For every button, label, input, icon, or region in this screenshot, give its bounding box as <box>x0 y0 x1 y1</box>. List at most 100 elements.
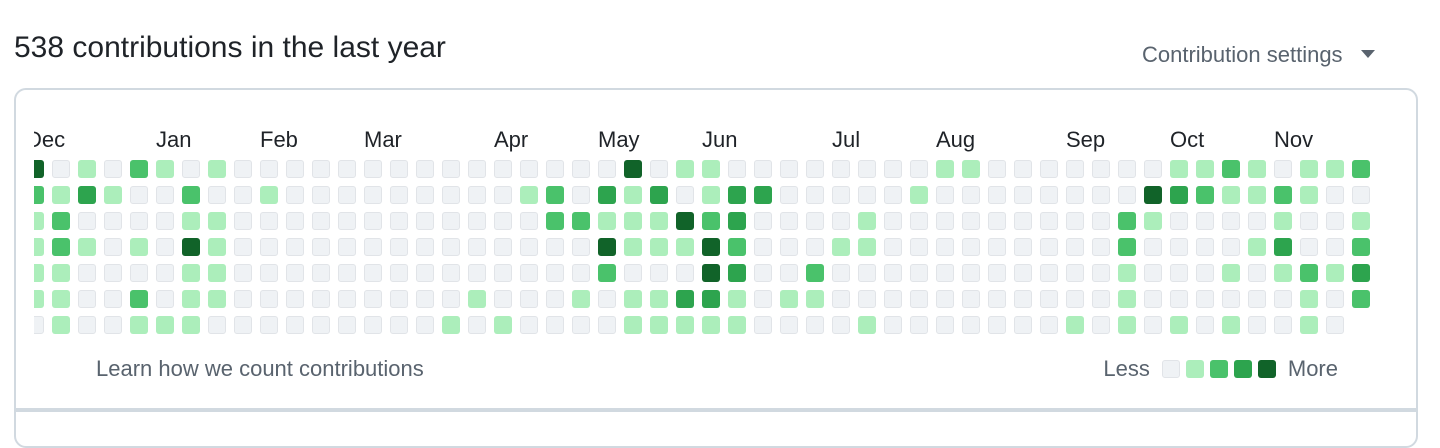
contribution-day-cell[interactable] <box>728 264 746 282</box>
contribution-day-cell[interactable] <box>676 212 694 230</box>
contribution-day-cell[interactable] <box>858 212 876 230</box>
contribution-day-cell[interactable] <box>286 316 304 334</box>
contribution-day-cell[interactable] <box>962 290 980 308</box>
contribution-day-cell[interactable] <box>780 212 798 230</box>
contribution-day-cell[interactable] <box>52 316 70 334</box>
contribution-day-cell[interactable] <box>52 212 70 230</box>
contribution-day-cell[interactable] <box>494 186 512 204</box>
contribution-day-cell[interactable] <box>130 238 148 256</box>
contribution-day-cell[interactable] <box>494 212 512 230</box>
contribution-day-cell[interactable] <box>156 186 174 204</box>
contribution-day-cell[interactable] <box>104 316 122 334</box>
contribution-day-cell[interactable] <box>572 212 590 230</box>
contribution-day-cell[interactable] <box>1118 238 1136 256</box>
contribution-day-cell[interactable] <box>1170 290 1188 308</box>
contribution-day-cell[interactable] <box>598 186 616 204</box>
contribution-day-cell[interactable] <box>858 316 876 334</box>
contribution-day-cell[interactable] <box>546 290 564 308</box>
contribution-day-cell[interactable] <box>78 290 96 308</box>
contribution-day-cell[interactable] <box>728 212 746 230</box>
contribution-day-cell[interactable] <box>754 186 772 204</box>
contribution-day-cell[interactable] <box>1196 316 1214 334</box>
contribution-day-cell[interactable] <box>1248 186 1266 204</box>
contribution-day-cell[interactable] <box>260 238 278 256</box>
contribution-day-cell[interactable] <box>1248 212 1266 230</box>
contribution-day-cell[interactable] <box>208 238 226 256</box>
contribution-day-cell[interactable] <box>676 186 694 204</box>
contribution-day-cell[interactable] <box>728 316 746 334</box>
contribution-day-cell[interactable] <box>832 264 850 282</box>
contribution-day-cell[interactable] <box>1092 212 1110 230</box>
contribution-day-cell[interactable] <box>34 290 44 308</box>
contribution-day-cell[interactable] <box>780 316 798 334</box>
contribution-day-cell[interactable] <box>286 264 304 282</box>
contribution-day-cell[interactable] <box>390 238 408 256</box>
contribution-day-cell[interactable] <box>260 186 278 204</box>
contribution-day-cell[interactable] <box>884 238 902 256</box>
contribution-day-cell[interactable] <box>572 316 590 334</box>
contribution-day-cell[interactable] <box>34 212 44 230</box>
contribution-day-cell[interactable] <box>1274 160 1292 178</box>
contribution-day-cell[interactable] <box>208 212 226 230</box>
contribution-day-cell[interactable] <box>312 264 330 282</box>
contribution-day-cell[interactable] <box>598 160 616 178</box>
contribution-day-cell[interactable] <box>1066 160 1084 178</box>
contribution-day-cell[interactable] <box>1300 238 1318 256</box>
contribution-day-cell[interactable] <box>754 290 772 308</box>
contribution-day-cell[interactable] <box>52 264 70 282</box>
contribution-day-cell[interactable] <box>390 160 408 178</box>
contribution-day-cell[interactable] <box>1118 212 1136 230</box>
contribution-day-cell[interactable] <box>104 290 122 308</box>
contribution-day-cell[interactable] <box>338 290 356 308</box>
contribution-day-cell[interactable] <box>104 160 122 178</box>
contribution-day-cell[interactable] <box>442 212 460 230</box>
contribution-day-cell[interactable] <box>702 160 720 178</box>
contribution-day-cell[interactable] <box>1170 264 1188 282</box>
contribution-day-cell[interactable] <box>1196 264 1214 282</box>
contribution-day-cell[interactable] <box>286 160 304 178</box>
contribution-day-cell[interactable] <box>988 264 1006 282</box>
contribution-day-cell[interactable] <box>858 264 876 282</box>
contribution-day-cell[interactable] <box>130 316 148 334</box>
contribution-day-cell[interactable] <box>494 316 512 334</box>
contribution-day-cell[interactable] <box>936 186 954 204</box>
contribution-day-cell[interactable] <box>520 316 538 334</box>
contribution-day-cell[interactable] <box>1040 160 1058 178</box>
contribution-day-cell[interactable] <box>702 212 720 230</box>
contribution-day-cell[interactable] <box>1222 212 1240 230</box>
contribution-day-cell[interactable] <box>754 264 772 282</box>
contribution-day-cell[interactable] <box>1014 238 1032 256</box>
contribution-day-cell[interactable] <box>390 264 408 282</box>
contribution-day-cell[interactable] <box>34 186 44 204</box>
contribution-day-cell[interactable] <box>208 186 226 204</box>
contribution-day-cell[interactable] <box>936 290 954 308</box>
contribution-day-cell[interactable] <box>1274 212 1292 230</box>
contribution-day-cell[interactable] <box>676 316 694 334</box>
contribution-day-cell[interactable] <box>520 290 538 308</box>
contribution-day-cell[interactable] <box>130 264 148 282</box>
contribution-day-cell[interactable] <box>156 238 174 256</box>
contribution-day-cell[interactable] <box>312 160 330 178</box>
contribution-day-cell[interactable] <box>312 316 330 334</box>
contribution-day-cell[interactable] <box>936 264 954 282</box>
contribution-day-cell[interactable] <box>260 160 278 178</box>
contribution-day-cell[interactable] <box>962 160 980 178</box>
contribution-day-cell[interactable] <box>1092 160 1110 178</box>
contribution-day-cell[interactable] <box>988 316 1006 334</box>
contribution-day-cell[interactable] <box>884 290 902 308</box>
contribution-day-cell[interactable] <box>1274 316 1292 334</box>
contribution-day-cell[interactable] <box>416 212 434 230</box>
contribution-day-cell[interactable] <box>988 160 1006 178</box>
contribution-day-cell[interactable] <box>286 290 304 308</box>
contribution-day-cell[interactable] <box>676 160 694 178</box>
contribution-day-cell[interactable] <box>1352 290 1370 308</box>
contribution-day-cell[interactable] <box>312 212 330 230</box>
contribution-day-cell[interactable] <box>78 160 96 178</box>
contribution-day-cell[interactable] <box>1352 160 1370 178</box>
contribution-day-cell[interactable] <box>1118 264 1136 282</box>
contribution-day-cell[interactable] <box>156 290 174 308</box>
contribution-day-cell[interactable] <box>1170 316 1188 334</box>
contribution-day-cell[interactable] <box>260 264 278 282</box>
contribution-day-cell[interactable] <box>234 290 252 308</box>
contribution-day-cell[interactable] <box>910 316 928 334</box>
